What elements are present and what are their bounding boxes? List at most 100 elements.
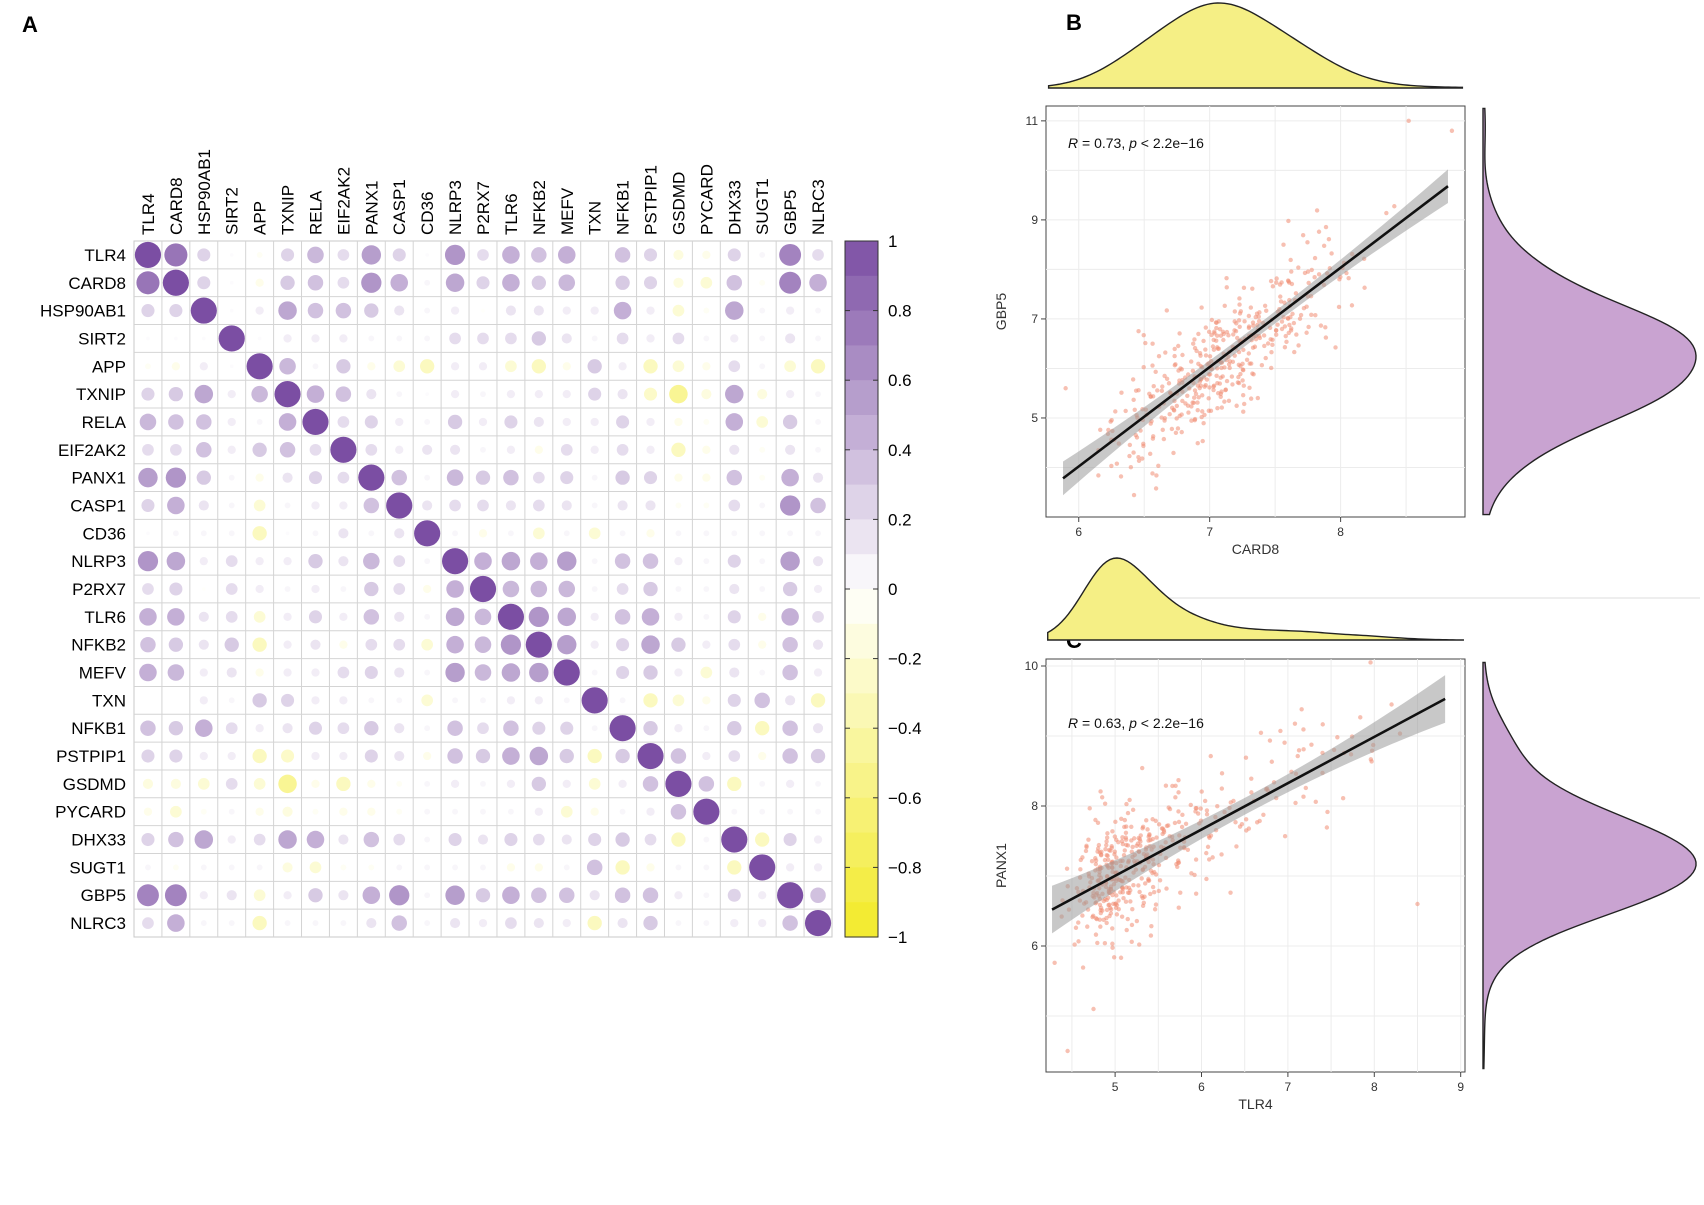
correlation-annotation-b: R = 0.73, p < 2.2e−16 bbox=[1068, 135, 1204, 151]
colorbar-band bbox=[845, 241, 878, 277]
scatter-point bbox=[1203, 347, 1208, 352]
corr-circle-pstpip1-rela bbox=[311, 751, 320, 761]
corr-circle-nfkb2-txnip bbox=[283, 640, 292, 649]
scatter-point bbox=[1203, 325, 1208, 330]
corr-circle-nlrp3-nlrc3 bbox=[812, 556, 824, 567]
scatter-point bbox=[1080, 965, 1086, 970]
scatter-point bbox=[1083, 848, 1089, 854]
scatter-point bbox=[1130, 807, 1136, 813]
scatter-point bbox=[1235, 380, 1241, 385]
scatter-point bbox=[1156, 463, 1161, 468]
corr-circle-sirt2-panx1 bbox=[368, 335, 375, 342]
scatter-point bbox=[1282, 345, 1288, 350]
scatter-point bbox=[1236, 374, 1241, 380]
scatter-point bbox=[1175, 426, 1181, 431]
corr-circle-tlr4-txnip bbox=[281, 248, 295, 262]
scatter-point bbox=[1320, 722, 1325, 727]
scatter-point bbox=[1278, 299, 1284, 304]
scatter-point bbox=[1274, 280, 1279, 285]
scatter-point bbox=[1206, 857, 1212, 862]
corr-circle-txnip-sirt2 bbox=[227, 389, 236, 399]
scatter-point bbox=[1097, 850, 1103, 855]
scatter-point bbox=[1157, 878, 1163, 883]
scatter-point bbox=[1203, 353, 1209, 358]
scatter-point bbox=[1147, 833, 1152, 838]
scatter-point bbox=[1288, 257, 1293, 263]
corr-circle-app-eif2ak2 bbox=[336, 359, 351, 374]
colorbar-band bbox=[845, 449, 878, 486]
corr-circle-mefv-card8 bbox=[167, 664, 185, 681]
corr-circle-panx1-txnip bbox=[282, 472, 293, 483]
corr-circle-sugt1-nlrp3 bbox=[452, 864, 459, 871]
scatter-point bbox=[1228, 800, 1233, 805]
corr-circle-app-cd36 bbox=[419, 359, 435, 374]
corr-circle-sirt2-pstpip1 bbox=[646, 334, 655, 343]
scatter-point bbox=[1118, 955, 1124, 960]
corr-circle-nlrp3-pstpip1 bbox=[642, 553, 659, 569]
corr-circle-tlr6-sugt1 bbox=[758, 612, 767, 621]
scatter-point bbox=[1141, 332, 1146, 338]
scatter-point bbox=[1103, 846, 1108, 852]
scatter-point bbox=[1246, 324, 1252, 329]
scatter-panel-c: 5 6 7 8 9 6 8 10 TLR4 PANX1 R = 0.63, p < 2.2e−16 bbox=[993, 557, 1697, 1112]
corr-circle-tlr4-cd36 bbox=[425, 253, 430, 257]
scatter-point bbox=[1175, 858, 1181, 863]
corr-circle-pycard-txn bbox=[590, 807, 599, 816]
col-label-sugt1: SUGT1 bbox=[753, 178, 772, 235]
corr-circle-nfkb1-panx1 bbox=[364, 721, 379, 736]
y-tick-label: 6 bbox=[1031, 939, 1038, 953]
row-label-tlr4: TLR4 bbox=[84, 246, 126, 265]
corr-circle-hsp90ab1-txnip bbox=[278, 301, 297, 320]
corr-circle-nfkb2-gbp5 bbox=[782, 636, 798, 653]
corr-circle-dhx33-cd36 bbox=[424, 836, 431, 843]
scatter-point bbox=[1097, 902, 1103, 907]
scatter-point bbox=[1052, 960, 1057, 965]
scatter-point bbox=[1214, 338, 1219, 343]
corr-circle-hsp90ab1-nfkb2 bbox=[533, 305, 544, 316]
corr-circle-casp1-dhx33 bbox=[728, 499, 741, 512]
corr-circle-rela-gbp5 bbox=[782, 414, 798, 430]
scatter-point bbox=[1102, 801, 1108, 806]
scatter-point bbox=[1065, 1048, 1070, 1054]
corr-circle-mefv-txn bbox=[591, 669, 598, 676]
scatter-point bbox=[1136, 455, 1141, 460]
scatter-point bbox=[1258, 730, 1264, 736]
scatter-point bbox=[1123, 830, 1129, 836]
scatter-point bbox=[1147, 391, 1152, 396]
scatter-point bbox=[1204, 850, 1209, 856]
x-axis-label-b: CARD8 bbox=[1232, 541, 1280, 557]
y-axis-label-c: PANX1 bbox=[993, 843, 1009, 888]
x-axis-label-c: TLR4 bbox=[1238, 1096, 1272, 1112]
corr-circle-gsdmd-casp1 bbox=[396, 780, 403, 787]
scatter-point bbox=[1208, 408, 1214, 414]
corr-circle-txnip-pstpip1 bbox=[643, 387, 658, 401]
scatter-point bbox=[1140, 826, 1145, 831]
corr-circle-eif2ak2-panx1 bbox=[365, 443, 378, 456]
x-tick-label: 7 bbox=[1285, 1080, 1292, 1094]
scatter-point bbox=[1242, 319, 1247, 324]
corr-circle-cd36-nfkb1 bbox=[619, 530, 626, 537]
scatter-point bbox=[1293, 800, 1298, 806]
corr-circle-nlrp3-cd36 bbox=[424, 558, 431, 565]
corr-circle-nlrc3-nfkb2 bbox=[533, 918, 544, 929]
scatter-point bbox=[1208, 833, 1214, 838]
scatter-point bbox=[1119, 816, 1124, 821]
corr-circle-sirt2-sirt2 bbox=[218, 325, 245, 352]
scatter-point bbox=[1313, 312, 1318, 318]
corr-circle-panx1-casp1 bbox=[391, 469, 407, 486]
corr-circle-gsdmd-gbp5 bbox=[785, 779, 795, 789]
scatter-point bbox=[1140, 903, 1146, 908]
corr-circle-cd36-txn bbox=[588, 527, 601, 540]
annotation-p: p bbox=[1128, 135, 1137, 151]
corr-circle-cd36-rela bbox=[312, 530, 319, 537]
corr-circle-nlrc3-nlrp3 bbox=[450, 918, 461, 929]
corr-circle-p2rx7-panx1 bbox=[364, 581, 379, 597]
corr-circle-sugt1-dhx33 bbox=[727, 860, 742, 875]
corr-circle-p2rx7-pstpip1 bbox=[643, 581, 658, 597]
scatter-point bbox=[1261, 333, 1267, 338]
col-label-tlr4: TLR4 bbox=[139, 193, 158, 235]
scatter-point bbox=[1093, 817, 1098, 823]
scatter-point bbox=[1316, 229, 1322, 234]
corr-circle-dhx33-pstpip1 bbox=[644, 833, 657, 846]
row-labels: TLR4 CARD8 HSP90AB1 SIRT2 APP TXNIP RELA EIF2AK… bbox=[40, 246, 127, 933]
